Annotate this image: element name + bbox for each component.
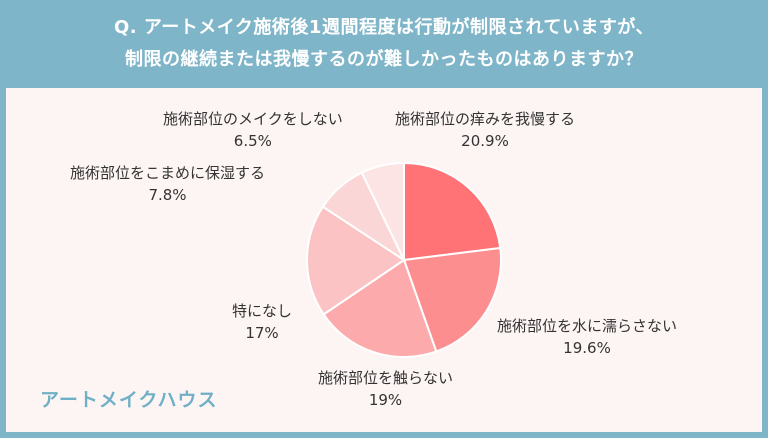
pie-slice-3: [306, 205, 406, 316]
label-makeup-name: 施術部位のメイクをしない: [163, 110, 343, 128]
label-water-value: 19.6%: [563, 339, 611, 357]
label-itch: 施術部位の痒みを我慢する 20.9%: [395, 108, 575, 152]
pie-slice-0: [403, 161, 502, 262]
label-moisturize-value: 7.8%: [148, 186, 187, 204]
label-none: 特になし 17%: [232, 300, 292, 344]
brand-logo-text: アートメイクハウス: [40, 389, 218, 411]
question-header: Q. アートメイク施術後1週間程度は行動が制限されていますが、 制限の継続または…: [0, 0, 768, 88]
label-water-name: 施術部位を水に濡らさない: [497, 317, 678, 335]
pie-slice-1: [402, 246, 502, 353]
label-itch-name: 施術部位の痒みを我慢する: [395, 110, 576, 128]
label-itch-value: 20.9%: [461, 132, 509, 150]
pie-slice-5: [360, 161, 405, 261]
label-water: 施術部位を水に濡らさない 19.6%: [497, 315, 677, 359]
label-none-name: 特になし: [232, 302, 293, 320]
label-makeup-value: 6.5%: [233, 132, 272, 150]
question-line-2: 制限の継続または我慢するのが難しかったものはありますか？: [125, 49, 643, 70]
label-touch-name: 施術部位を触らない: [318, 369, 454, 387]
question-line-1: Q. アートメイク施術後1週間程度は行動が制限されていますが、: [113, 17, 655, 38]
pie-slice-2: [322, 258, 438, 358]
label-moisturize-name: 施術部位をこまめに保湿する: [70, 164, 266, 182]
label-touch-value: 19%: [368, 391, 403, 409]
label-touch: 施術部位を触らない 19%: [318, 367, 453, 411]
label-moisturize: 施術部位をこまめに保湿する 7.8%: [70, 162, 265, 206]
label-none-value: 17%: [245, 324, 279, 342]
label-makeup: 施術部位のメイクをしない 6.5%: [163, 108, 343, 152]
